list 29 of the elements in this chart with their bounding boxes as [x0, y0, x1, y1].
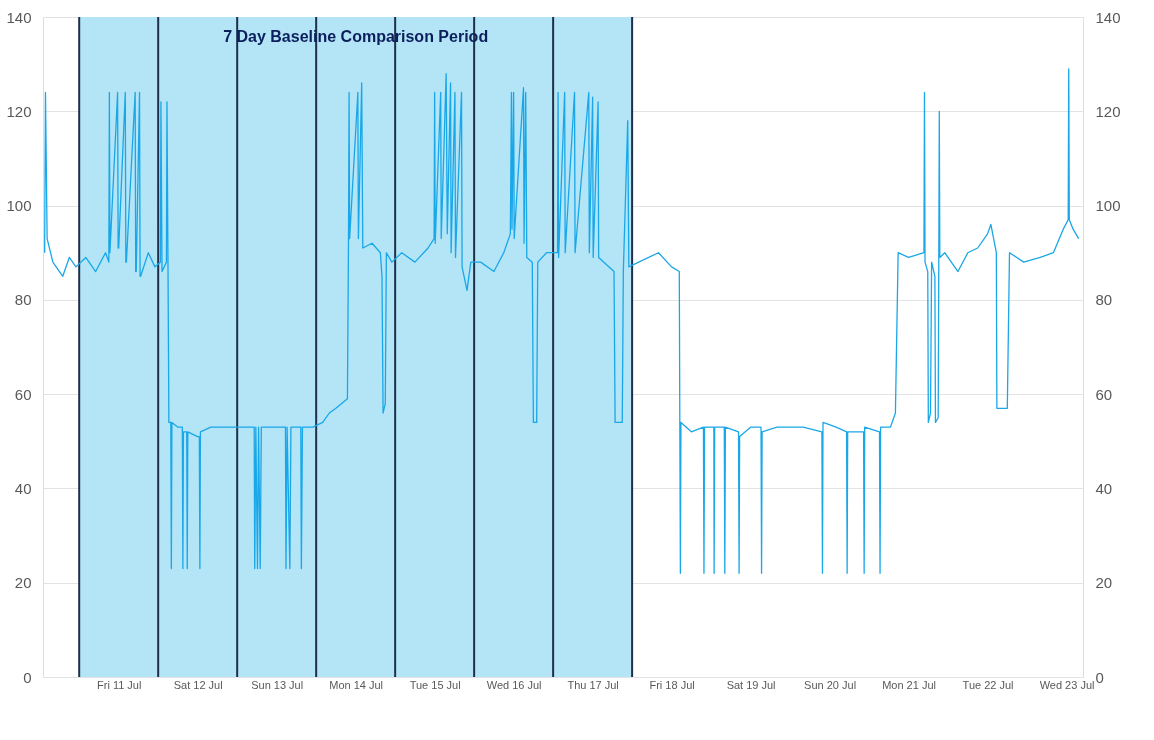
y2-tick-label: 140 — [1095, 8, 1121, 26]
x-tick-label: Wed 23 Jul — [1039, 678, 1095, 691]
x-tick-label: Sat 19 Jul — [726, 678, 776, 691]
y2-tick-label: 80 — [1095, 291, 1113, 309]
y-tick-label: 80 — [14, 291, 32, 309]
x-tick-label: Mon 14 Jul — [329, 678, 384, 691]
y-tick-label: 0 — [23, 668, 32, 686]
x-tick-label: Fri 18 Jul — [649, 678, 695, 691]
y2-tick-label: 0 — [1095, 668, 1104, 686]
x-tick-label: Mon 21 Jul — [882, 678, 936, 691]
y2-tick-label: 40 — [1095, 479, 1113, 497]
y2-tick-label: 20 — [1095, 574, 1113, 592]
y2-tick-label: 120 — [1095, 102, 1121, 120]
x-tick-label: Wed 16 Jul — [486, 678, 542, 691]
y-tick-label: 100 — [6, 197, 32, 215]
y-tick-label: 40 — [14, 479, 32, 497]
x-tick-label: Thu 17 Jul — [567, 678, 619, 691]
y2-tick-label: 100 — [1095, 197, 1121, 215]
x-tick-label: Sun 20 Jul — [804, 678, 857, 691]
y2-tick-label: 60 — [1095, 385, 1113, 403]
x-tick-label: Fri 11 Jul — [96, 678, 142, 691]
y-tick-label: 120 — [6, 102, 32, 120]
y-tick-label: 60 — [14, 385, 32, 403]
x-tick-label: Sun 13 Jul — [251, 678, 304, 691]
y-tick-label: 140 — [6, 8, 32, 26]
x-tick-label: Sat 12 Jul — [173, 678, 223, 691]
x-tick-label: Tue 15 Jul — [409, 678, 461, 691]
x-tick-label: Tue 22 Jul — [962, 678, 1014, 691]
y-tick-label: 20 — [14, 574, 32, 592]
